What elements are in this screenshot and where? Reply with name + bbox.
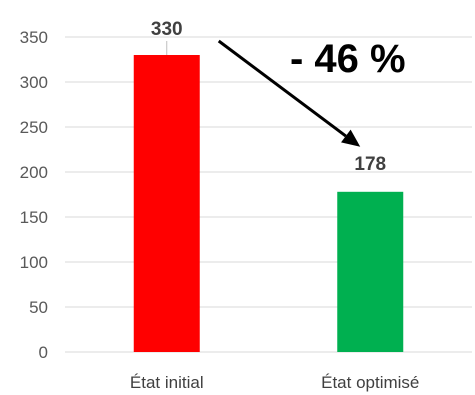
bar — [337, 191, 404, 352]
bars — [133, 55, 404, 352]
y-tick-label: 200 — [20, 163, 48, 182]
y-tick-label: 0 — [39, 343, 48, 362]
y-axis-ticks: 0 50 100 150 200 250 300 350 — [20, 28, 48, 362]
y-tick-label: 100 — [20, 253, 48, 272]
y-tick-label: 300 — [20, 73, 48, 92]
y-tick-label: 350 — [20, 28, 48, 47]
data-label: 330 — [151, 19, 183, 40]
gridlines — [65, 36, 472, 353]
decrease-arrow-head — [341, 129, 361, 147]
bar — [133, 55, 200, 352]
y-tick-label: 150 — [20, 208, 48, 227]
decrease-annotation-label: - 46 % — [290, 37, 406, 81]
y-tick-label: 250 — [20, 118, 48, 137]
x-category-label: État initial — [130, 373, 204, 392]
decrease-arrow-line — [217, 39, 347, 138]
data-labels: 330 178 — [151, 19, 386, 175]
x-axis-categories: État initial État optimisé — [130, 373, 419, 392]
data-label: 178 — [354, 154, 386, 175]
x-category-label: État optimisé — [321, 373, 419, 392]
y-tick-label: 50 — [29, 298, 48, 317]
annotation: - 46 % — [217, 37, 406, 147]
